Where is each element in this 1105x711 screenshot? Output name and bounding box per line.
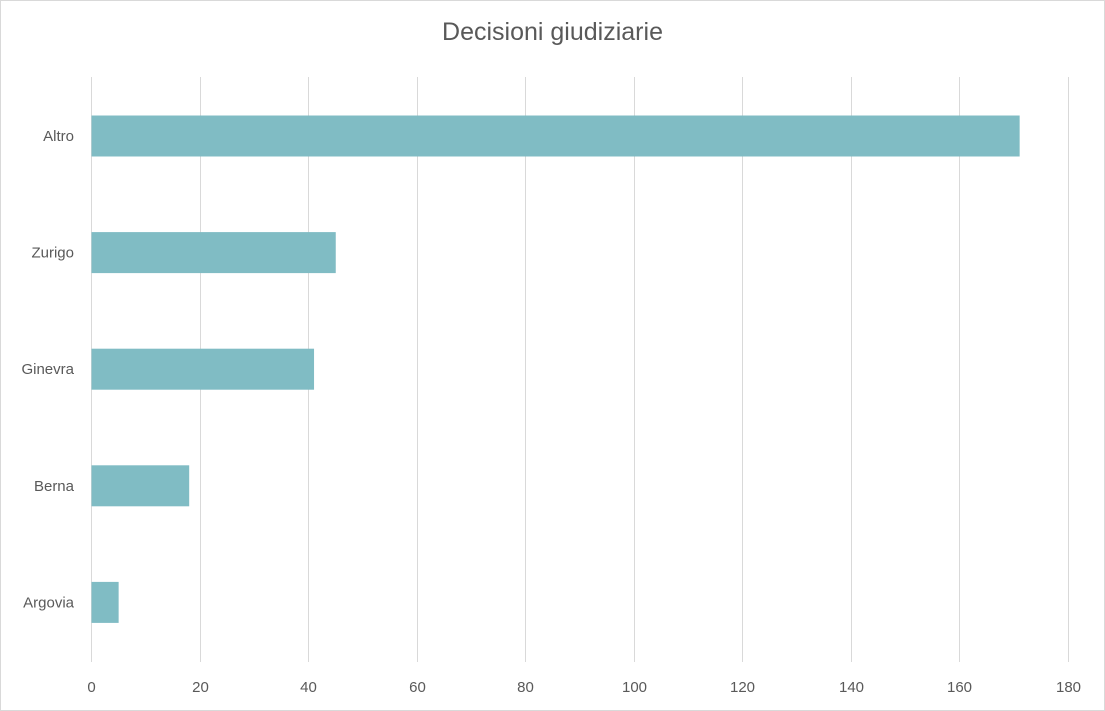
x-tick-label: 40 <box>300 679 317 696</box>
category-label: Zurigo <box>31 245 74 262</box>
x-tick-label: 20 <box>192 679 209 696</box>
category-label: Altro <box>43 128 74 145</box>
category-label: Berna <box>34 478 75 495</box>
bar-berna <box>92 465 190 506</box>
bar-argovia <box>92 582 119 623</box>
x-tick-label: 160 <box>947 679 972 696</box>
bar-ginevra <box>92 349 315 390</box>
x-tick-label: 140 <box>839 679 864 696</box>
x-tick-label: 120 <box>730 679 755 696</box>
bar-zurigo <box>92 232 336 273</box>
x-tick-label: 100 <box>622 679 647 696</box>
x-tick-label: 180 <box>1056 679 1081 696</box>
bars <box>92 116 1020 623</box>
y-axis-category-labels: Altro Zurigo Ginevra Berna Argovia <box>21 128 74 611</box>
x-axis-tick-labels: 0 20 40 60 80 100 120 140 160 180 <box>87 679 1081 696</box>
bar-altro <box>92 116 1020 157</box>
x-tick-label: 60 <box>409 679 426 696</box>
x-tick-label: 80 <box>517 679 534 696</box>
x-tick-label: 0 <box>87 679 95 696</box>
category-label: Argovia <box>23 594 75 611</box>
category-label: Ginevra <box>21 361 74 378</box>
